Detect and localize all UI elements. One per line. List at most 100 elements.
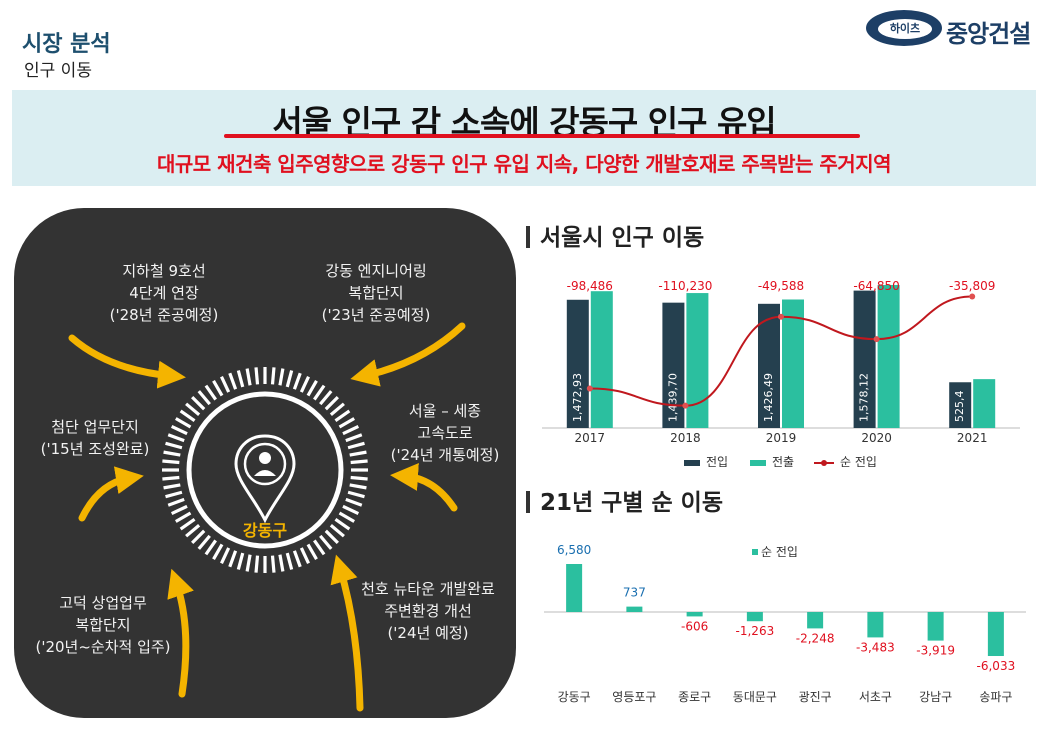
- net-inflow-point: [969, 293, 976, 300]
- logo-badge: 하이츠: [878, 19, 932, 39]
- district-bar: [746, 612, 763, 622]
- net-inflow-label: -35,809: [949, 279, 995, 293]
- ring-tick: [347, 441, 365, 450]
- ring-tick: [349, 483, 367, 490]
- ring-tick: [185, 402, 201, 416]
- outflow-bar: [782, 299, 804, 428]
- legend-inflow-label: 전입: [706, 455, 728, 469]
- ring-tick: [165, 490, 183, 499]
- development-infographic: 지하철 9호선 4단계 연장 ('28년 준공예정) 강동 엔지니어링 복합단지 ('2…: [14, 208, 516, 718]
- net-inflow-point: [586, 385, 593, 392]
- ring-tick: [197, 534, 211, 550]
- inflow-label: 1,439,70: [666, 373, 679, 422]
- ring-tick: [179, 518, 196, 531]
- section-subtitle: 인구 이동: [24, 61, 92, 81]
- ring-tick: [342, 425, 360, 436]
- ring-tick: [245, 368, 252, 386]
- inflow-bar: [853, 290, 876, 428]
- inflow-bar: [566, 299, 589, 428]
- ring-tick: [292, 550, 302, 568]
- ring-tick: [204, 384, 217, 401]
- district-value-label: -6,033: [977, 659, 1016, 673]
- net-inflow-point: [682, 402, 689, 409]
- ring-tick: [191, 396, 206, 411]
- ring-tick: [220, 547, 231, 565]
- ring-tick: [167, 433, 185, 443]
- inflow-label: 525,4: [953, 391, 966, 423]
- district-bar: [867, 612, 884, 638]
- ring-tick: [313, 539, 326, 556]
- company-logo: 하이츠 중앙건설: [866, 6, 1051, 48]
- district-name-label: 광진구: [799, 690, 832, 704]
- legend-net-marker: [821, 460, 827, 466]
- district-name-label: 영등포구: [612, 690, 656, 704]
- ring-tick: [220, 375, 231, 393]
- ring-tick: [163, 450, 181, 457]
- ring-tick: [306, 379, 318, 397]
- district-value-label: -1,263: [736, 624, 775, 638]
- headline-subline: 대규모 재건축 입주영향으로 강동구 인구 유입 지속, 다양한 개발호재로 주…: [156, 152, 892, 176]
- ring-tick: [319, 390, 333, 406]
- net-inflow-label: -98,486: [567, 279, 613, 293]
- item-cheonho-newtown: 천호 뉴타운 개발완료 주변환경 개선 ('24년 예정): [361, 580, 495, 642]
- ring-tick: [162, 475, 180, 481]
- arrow-icon: [167, 568, 194, 698]
- net-inflow-label: -49,588: [758, 279, 804, 293]
- ring-tick: [179, 409, 196, 422]
- ring-tick: [292, 372, 302, 390]
- district-name-label: 종로구: [678, 690, 711, 704]
- district-value-label: -3,483: [856, 640, 895, 654]
- ring-tick: [245, 554, 252, 572]
- ring-tick: [197, 390, 211, 406]
- ring-tick: [334, 518, 351, 531]
- ring-tick: [349, 450, 367, 457]
- outflow-bar: [877, 284, 900, 428]
- inflow-bar: [758, 303, 780, 428]
- ring-tick: [236, 552, 245, 570]
- logo-name: 중앙건설: [946, 20, 1031, 48]
- ring-tick: [319, 534, 333, 550]
- district-value-label: -606: [681, 619, 708, 633]
- legend-net-label: 순 전입: [840, 455, 877, 469]
- ring-tick: [278, 554, 285, 572]
- ring-tick: [162, 459, 180, 465]
- inner-ring: [186, 391, 344, 549]
- district-bar: [626, 606, 643, 612]
- district-name-label: 송파구: [979, 690, 1012, 704]
- infographic-graphics: [68, 322, 466, 712]
- district-name-label: 강남구: [919, 690, 952, 704]
- district-name-label: 서초구: [859, 690, 892, 704]
- ring-tick: [324, 529, 339, 544]
- district-value-label: -3,919: [916, 644, 955, 658]
- legend-net-label: 순 전입: [761, 545, 798, 559]
- district-bar: [987, 612, 1004, 657]
- ring-tick: [191, 529, 206, 544]
- inflow-label: 1,578,12: [858, 373, 871, 422]
- x-tick-label: 2017: [575, 431, 606, 445]
- ring-tick: [174, 417, 192, 429]
- district-name-label: 강동구: [558, 690, 591, 704]
- x-tick-label: 2019: [766, 431, 797, 445]
- ring-tick: [334, 409, 351, 422]
- legend-inflow-swatch: [684, 460, 700, 466]
- logo-emblem: 하이츠: [866, 10, 942, 46]
- ring-tick: [278, 368, 285, 386]
- arrow-icon: [350, 322, 466, 387]
- ring-tick: [170, 425, 188, 436]
- ring-tick: [329, 524, 345, 538]
- ring-tick: [212, 543, 224, 561]
- item-business-district: 첨단 업무단지 ('15년 조성완료): [40, 418, 150, 458]
- net-inflow-label: -64,850: [853, 279, 899, 293]
- district-value-label: 737: [623, 586, 646, 600]
- ring-tick: [345, 497, 363, 507]
- section-title: 시장 분석: [22, 32, 111, 57]
- ring-tick: [174, 511, 192, 523]
- ring-tick: [270, 555, 276, 573]
- ring-tick: [270, 367, 276, 385]
- arrow-icon: [390, 462, 458, 512]
- inflow-label: 1,426,49: [762, 373, 775, 422]
- ring-tick: [350, 475, 368, 481]
- legend-net-swatch: [752, 549, 758, 555]
- item-godeok-complex: 고덕 상업업무 복합단지 ('20년~순차적 입주): [35, 594, 171, 656]
- ring-tick: [338, 511, 356, 523]
